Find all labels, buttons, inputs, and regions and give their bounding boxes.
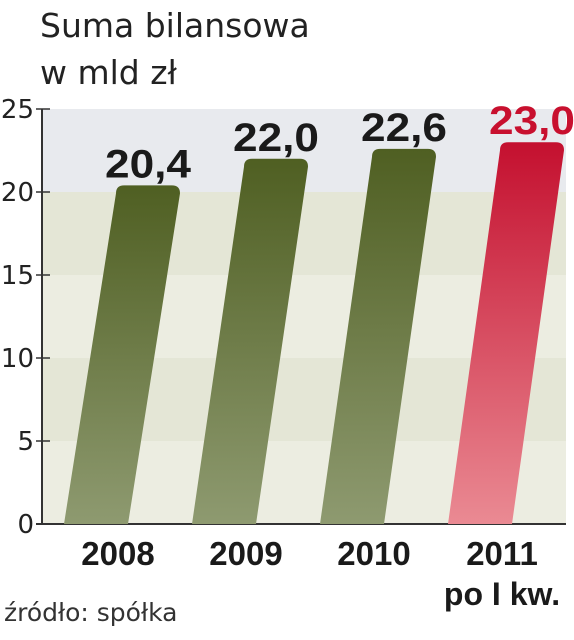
bar-2009 bbox=[192, 158, 308, 525]
bar-2008 bbox=[64, 185, 180, 525]
value-label-2010: 22,6 bbox=[361, 106, 447, 150]
bar-2011 bbox=[448, 142, 564, 524]
x-axis-labels: 2008 2009 2010 2011 po I kw. bbox=[81, 535, 560, 612]
value-labels-group: 20,4 22,0 22,6 23,0 bbox=[105, 99, 574, 186]
y-tick-label: 25 bbox=[1, 95, 34, 125]
value-label-2009: 22,0 bbox=[233, 116, 319, 160]
x-tick-label-2011: 2011 bbox=[466, 535, 538, 572]
chart-title-line-1: Suma bilansowa bbox=[40, 6, 310, 45]
y-axis: 0 5 10 15 20 25 bbox=[1, 95, 566, 540]
y-tick-label: 0 bbox=[17, 510, 34, 540]
value-label-2008: 20,4 bbox=[105, 142, 192, 186]
y-tick-label: 5 bbox=[17, 427, 34, 457]
chart-title-line-2: w mld zł bbox=[40, 53, 177, 92]
source-note: źródło: spółka bbox=[4, 598, 178, 627]
y-tick-label: 10 bbox=[1, 344, 34, 374]
x-tick-label-2010: 2010 bbox=[337, 535, 410, 572]
bars-group bbox=[64, 142, 564, 525]
y-tick-label: 20 bbox=[1, 178, 34, 208]
value-label-2011: 23,0 bbox=[489, 99, 574, 143]
chart-title: Suma bilansowa w mld zł bbox=[40, 2, 310, 96]
x-tick-label-2009: 2009 bbox=[209, 535, 282, 572]
x-tick-label-2008: 2008 bbox=[81, 535, 154, 572]
x-tick-sublabel-2011: po I kw. bbox=[444, 576, 560, 612]
y-tick-label: 15 bbox=[1, 261, 34, 291]
bar-2010 bbox=[320, 148, 436, 524]
